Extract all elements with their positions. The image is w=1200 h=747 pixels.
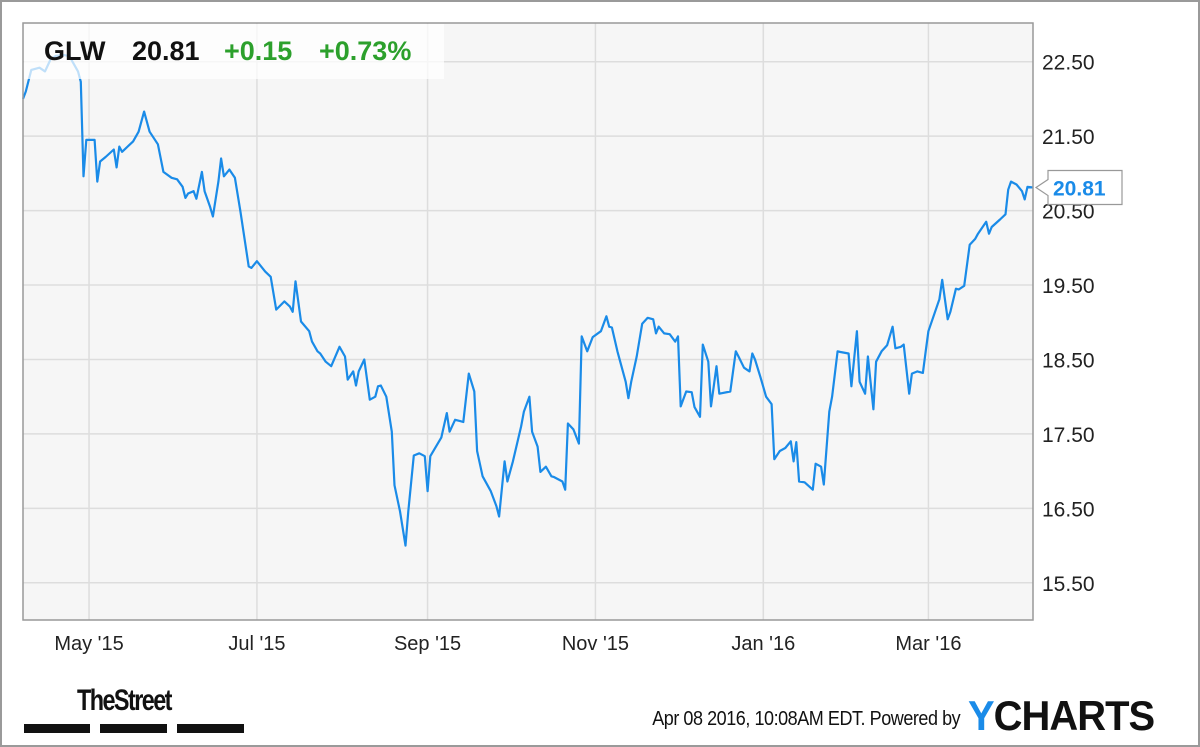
y-tick-label: 21.50 <box>1042 126 1095 149</box>
y-tick-label: 19.50 <box>1042 275 1095 298</box>
gridlines <box>23 23 1033 620</box>
price-change: +0.15 <box>224 36 293 66</box>
price-change-percent: +0.73% <box>319 36 412 66</box>
logo-y: Y <box>968 692 995 739</box>
x-tick-label: Nov '15 <box>562 633 629 655</box>
y-axis: 22.50 21.50 20.50 19.50 18.50 17.50 16.50 15.50 <box>1042 52 1095 596</box>
logo-text: CHARTS <box>993 692 1155 739</box>
x-tick-label: Mar '16 <box>895 633 961 655</box>
quote-header: GLW 20.81 +0.15 +0.73% <box>24 24 444 79</box>
last-value-callout: 20.81 <box>1034 169 1123 206</box>
x-tick-label: Sep '15 <box>394 633 461 655</box>
price-line <box>21 53 1034 547</box>
y-tick-label: 22.50 <box>1042 52 1095 75</box>
y-tick-label: 16.50 <box>1042 498 1095 521</box>
plot-frame <box>22 22 1034 621</box>
y-tick-label: 15.50 <box>1042 573 1095 596</box>
x-axis: May '15 Jul '15 Sep '15 Nov '15 Jan '16 Mar '… <box>54 633 961 655</box>
y-tick-label: 20.50 <box>1042 201 1095 224</box>
logo-bar <box>100 724 167 733</box>
timestamp-text: Apr 08 2016, 10:08AM EDT. Powered by <box>652 708 960 730</box>
ycharts-logo[interactable]: YCHARTS <box>968 692 1155 740</box>
last-value-label: 20.81 <box>1053 178 1106 201</box>
logo-bar <box>24 724 90 733</box>
x-tick-label: Jan '16 <box>731 633 795 655</box>
ticker-symbol: GLW <box>44 36 106 66</box>
thestreet-logo: TheStreet <box>77 684 172 717</box>
last-price: 20.81 <box>132 36 200 66</box>
logo-bar <box>177 724 244 733</box>
plot-area <box>23 23 1033 620</box>
y-tick-label: 18.50 <box>1042 349 1095 372</box>
y-tick-label: 17.50 <box>1042 424 1095 447</box>
x-tick-label: Jul '15 <box>228 633 285 655</box>
x-tick-label: May '15 <box>54 633 123 655</box>
